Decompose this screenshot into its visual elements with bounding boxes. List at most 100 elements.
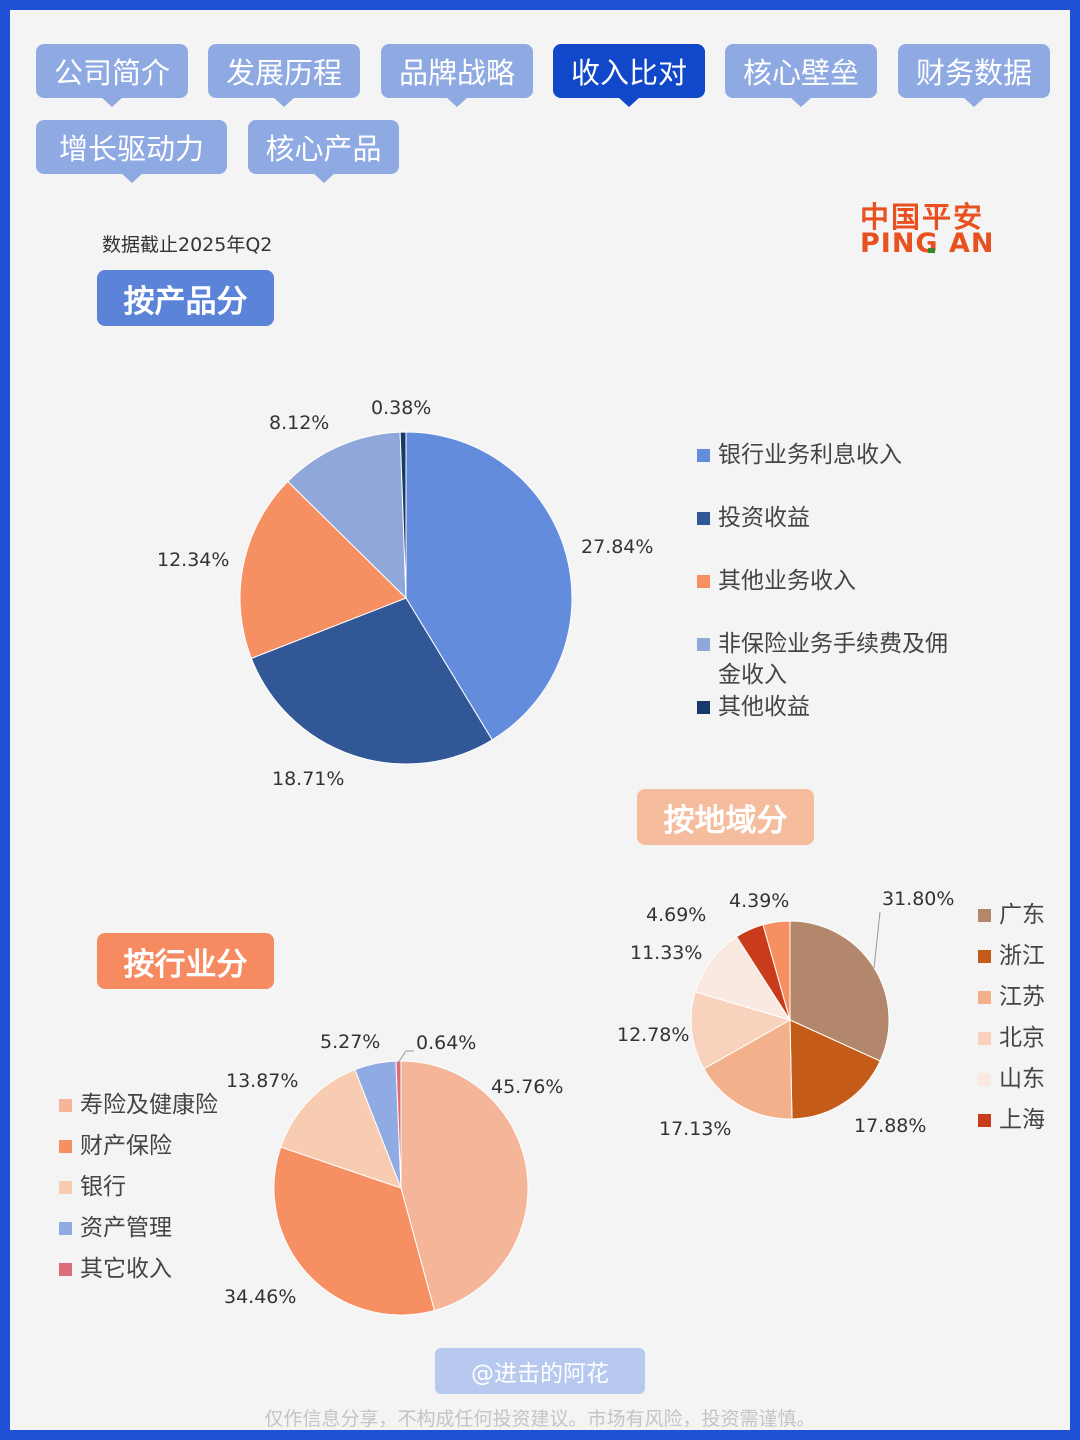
pie-slice	[239, 480, 407, 660]
tab-history[interactable]: 发展历程	[208, 44, 360, 107]
label-leader-line	[397, 1050, 414, 1064]
ping-an-logo-cn: 中国平安	[860, 200, 985, 234]
pie-slice	[789, 1019, 881, 1120]
legend-label: 上海	[999, 1107, 1045, 1133]
legend-item: 寿险及健康险	[59, 1090, 218, 1121]
pie-slice	[405, 431, 573, 741]
legend-label: 北京	[999, 1025, 1045, 1051]
legend-swatch	[59, 1181, 72, 1194]
data-label: 31.80%	[882, 888, 955, 910]
data-label: 8.12%	[269, 412, 330, 434]
pie-slice	[762, 920, 791, 1021]
legend-label: 银行业务利息收入	[718, 442, 902, 468]
data-label: 45.76%	[491, 1076, 564, 1098]
data-label: 34.46%	[224, 1286, 297, 1308]
pie-slice	[395, 1060, 402, 1189]
legend-item: 非保险业务手续费及佣 金收入	[697, 629, 948, 691]
legend-label: 广东	[999, 902, 1045, 928]
data-label: 27.84%	[581, 536, 654, 558]
legend-label: 银行	[80, 1174, 126, 1200]
section-title-by-product: 按产品分	[97, 270, 274, 326]
data-label: 4.69%	[646, 904, 707, 926]
section-title-by-region: 按地域分	[637, 789, 814, 845]
data-label: 0.64%	[416, 1032, 477, 1054]
pie-slice	[273, 1146, 436, 1316]
legend-swatch	[59, 1222, 72, 1235]
legend-label: 财产保险	[80, 1133, 172, 1159]
logo-accent-mark	[928, 248, 935, 253]
legend-swatch	[59, 1263, 72, 1276]
ping-an-logo-en: PING AN	[860, 228, 995, 259]
legend-item: 财产保险	[59, 1131, 172, 1162]
data-label: 5.27%	[320, 1031, 381, 1053]
legend-label: 其它收入	[80, 1256, 172, 1282]
legend-swatch	[978, 991, 991, 1004]
legend-item: 北京	[978, 1023, 1045, 1054]
data-label: 13.87%	[226, 1070, 299, 1092]
legend-label: 其他业务收入	[718, 568, 856, 594]
tab-growth-drivers[interactable]: 增长驱动力	[36, 120, 227, 183]
label-leader-line	[873, 911, 881, 969]
tab-brand-strategy[interactable]: 品牌战略	[381, 44, 533, 107]
tab-core-products[interactable]: 核心产品	[248, 120, 399, 183]
legend-label: 非保险业务手续费及佣 金收入	[718, 631, 948, 688]
legend-item: 投资收益	[697, 503, 810, 534]
legend-item: 浙江	[978, 941, 1045, 972]
pie-slice	[250, 597, 493, 765]
legend-label: 其他收益	[718, 694, 810, 720]
legend-swatch	[697, 449, 710, 462]
data-label: 17.13%	[659, 1118, 732, 1140]
data-label: 18.71%	[272, 768, 345, 790]
legend-label: 浙江	[999, 943, 1045, 969]
data-label: 4.39%	[729, 890, 790, 912]
pie-slice	[694, 935, 792, 1021]
legend-item: 其他收益	[697, 692, 810, 723]
legend-item: 其他业务收入	[697, 566, 856, 597]
legend-item: 银行	[59, 1172, 126, 1203]
pie-slice	[690, 991, 792, 1070]
data-label: 11.33%	[630, 942, 703, 964]
tab-core-moat[interactable]: 核心壁垒	[725, 44, 877, 107]
pie-slice	[287, 431, 407, 600]
tab-revenue-comparison[interactable]: 收入比对	[553, 44, 705, 107]
legend-item: 江苏	[978, 982, 1045, 1013]
legend-item: 上海	[978, 1105, 1045, 1136]
legend-item: 广东	[978, 900, 1045, 931]
legend-swatch	[59, 1099, 72, 1112]
pie-slice	[703, 1019, 793, 1120]
legend-swatch	[978, 1073, 991, 1086]
legend-swatch	[697, 638, 710, 651]
data-label: 12.78%	[617, 1024, 690, 1046]
pie-slice	[789, 920, 890, 1062]
legend-item: 资产管理	[59, 1213, 172, 1244]
legend-swatch	[697, 575, 710, 588]
legend-swatch	[697, 701, 710, 714]
legend-swatch	[978, 950, 991, 963]
legend-label: 江苏	[999, 984, 1045, 1010]
data-label: 12.34%	[157, 549, 230, 571]
legend-swatch	[59, 1140, 72, 1153]
data-label: 17.88%	[854, 1115, 927, 1137]
legend-label: 寿险及健康险	[80, 1092, 218, 1118]
legend-swatch	[978, 909, 991, 922]
legend-label: 投资收益	[718, 505, 810, 531]
legend-swatch	[978, 1114, 991, 1127]
legend-item: 其它收入	[59, 1254, 172, 1285]
pie-slice	[280, 1069, 402, 1189]
tab-financial-data[interactable]: 财务数据	[898, 44, 1050, 107]
legend-item: 山东	[978, 1064, 1045, 1095]
disclaimer-text: 仅作信息分享，不构成任何投资建议。市场有风险，投资需谨慎。	[264, 1408, 816, 1430]
tab-company-intro[interactable]: 公司简介	[36, 44, 188, 107]
legend-item: 银行业务利息收入	[697, 440, 902, 471]
legend-swatch	[697, 512, 710, 525]
pie-slice	[400, 1060, 529, 1312]
data-label: 0.38%	[371, 397, 432, 419]
pie-slice	[399, 431, 407, 599]
author-watermark: @进击的阿花	[435, 1348, 645, 1394]
section-title-by-industry: 按行业分	[97, 933, 274, 989]
legend-swatch	[978, 1032, 991, 1045]
legend-label: 山东	[999, 1066, 1045, 1092]
data-as-of-note: 数据截止2025年Q2	[102, 234, 273, 256]
